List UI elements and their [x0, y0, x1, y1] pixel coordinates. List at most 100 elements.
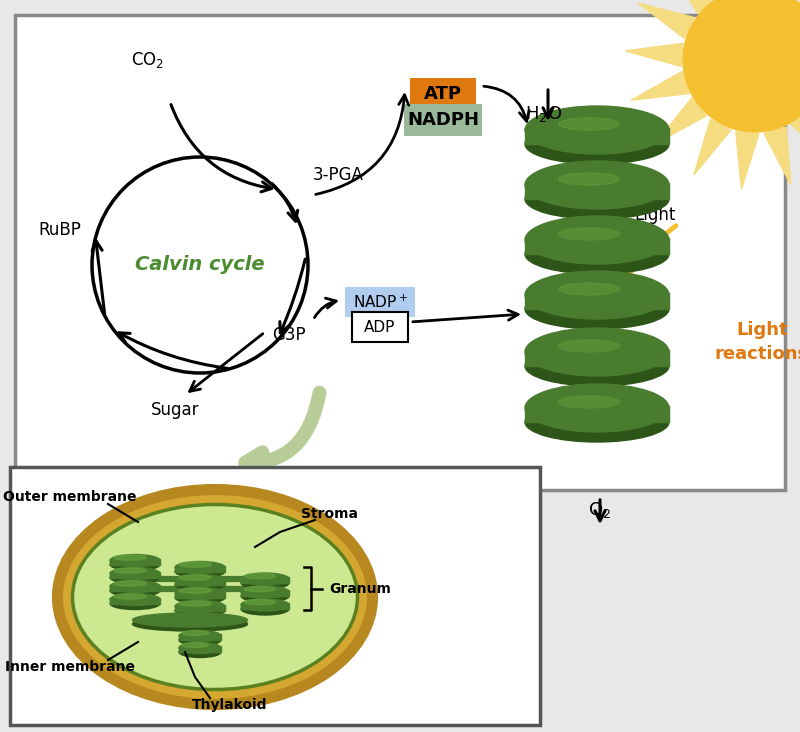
Bar — [175, 578, 225, 584]
Ellipse shape — [525, 161, 669, 209]
Ellipse shape — [175, 566, 225, 578]
Ellipse shape — [110, 580, 160, 592]
Ellipse shape — [114, 594, 146, 600]
Text: H$_2$O: H$_2$O — [526, 104, 562, 124]
Polygon shape — [764, 127, 791, 185]
Bar — [525, 350, 669, 366]
Ellipse shape — [110, 567, 160, 580]
Ellipse shape — [245, 600, 275, 605]
Bar — [525, 128, 669, 144]
Bar — [179, 634, 221, 640]
Bar — [352, 312, 408, 342]
Text: ATP: ATP — [424, 85, 462, 103]
Ellipse shape — [178, 588, 211, 593]
Text: Sugar: Sugar — [150, 401, 199, 419]
Ellipse shape — [178, 601, 211, 606]
Ellipse shape — [241, 599, 289, 611]
Bar — [10, 467, 540, 725]
Ellipse shape — [525, 384, 669, 432]
Ellipse shape — [178, 561, 211, 567]
Bar — [110, 572, 160, 578]
Ellipse shape — [558, 396, 620, 408]
Ellipse shape — [175, 578, 225, 591]
Bar — [525, 406, 669, 422]
Ellipse shape — [179, 630, 221, 641]
Circle shape — [683, 0, 800, 132]
Ellipse shape — [175, 588, 225, 600]
Ellipse shape — [525, 328, 669, 376]
Bar — [241, 603, 289, 609]
Ellipse shape — [133, 613, 247, 627]
Text: Light: Light — [634, 206, 676, 224]
Bar — [345, 287, 415, 317]
Bar — [110, 597, 160, 603]
Bar — [525, 238, 669, 254]
Ellipse shape — [241, 603, 289, 615]
Bar — [110, 584, 160, 591]
Bar — [241, 577, 289, 583]
Bar — [175, 591, 225, 597]
Bar — [525, 183, 669, 199]
Text: Calvin cycle: Calvin cycle — [135, 255, 265, 274]
FancyArrowPatch shape — [246, 393, 319, 474]
Polygon shape — [736, 132, 759, 190]
Polygon shape — [638, 3, 694, 38]
Ellipse shape — [114, 580, 146, 586]
Text: Stroma: Stroma — [302, 507, 358, 521]
Bar — [410, 78, 476, 110]
Text: CO$_2$: CO$_2$ — [131, 50, 165, 70]
Polygon shape — [655, 98, 706, 143]
Ellipse shape — [110, 584, 160, 597]
Ellipse shape — [245, 586, 275, 591]
Text: 3-PGA: 3-PGA — [313, 166, 364, 184]
Ellipse shape — [73, 504, 358, 690]
Ellipse shape — [558, 340, 620, 352]
Ellipse shape — [110, 572, 160, 583]
Ellipse shape — [175, 591, 225, 603]
Polygon shape — [791, 111, 800, 163]
Ellipse shape — [241, 590, 289, 602]
Ellipse shape — [110, 559, 160, 570]
Ellipse shape — [110, 594, 160, 605]
Text: RuBP: RuBP — [38, 221, 82, 239]
Polygon shape — [631, 72, 689, 100]
Ellipse shape — [525, 124, 669, 164]
Text: O$_2$: O$_2$ — [589, 500, 611, 520]
Text: Light
reactions: Light reactions — [715, 321, 800, 363]
Ellipse shape — [525, 216, 669, 264]
Bar — [175, 605, 225, 610]
Ellipse shape — [558, 283, 620, 295]
Ellipse shape — [175, 561, 225, 573]
Ellipse shape — [525, 179, 669, 219]
Ellipse shape — [178, 575, 211, 580]
Bar — [110, 559, 160, 564]
Ellipse shape — [241, 573, 289, 585]
Ellipse shape — [179, 646, 221, 657]
Ellipse shape — [525, 106, 669, 154]
Ellipse shape — [58, 490, 373, 704]
Ellipse shape — [110, 555, 160, 567]
Ellipse shape — [179, 643, 221, 654]
Bar — [241, 590, 289, 596]
Ellipse shape — [133, 617, 247, 631]
Ellipse shape — [525, 289, 669, 329]
Bar — [525, 293, 669, 309]
Text: Granum: Granum — [329, 582, 391, 596]
Bar — [15, 15, 785, 490]
Ellipse shape — [558, 118, 620, 130]
Bar — [404, 104, 482, 136]
Bar — [175, 566, 225, 572]
Text: NADPH: NADPH — [407, 111, 479, 129]
Ellipse shape — [179, 635, 221, 646]
Ellipse shape — [182, 643, 209, 648]
Ellipse shape — [558, 173, 620, 185]
Ellipse shape — [182, 630, 209, 635]
Ellipse shape — [110, 597, 160, 610]
Ellipse shape — [245, 573, 275, 579]
Ellipse shape — [175, 605, 225, 616]
Ellipse shape — [525, 271, 669, 319]
Text: ADP: ADP — [364, 319, 396, 335]
Ellipse shape — [558, 228, 620, 240]
Ellipse shape — [175, 600, 225, 613]
Ellipse shape — [525, 402, 669, 442]
